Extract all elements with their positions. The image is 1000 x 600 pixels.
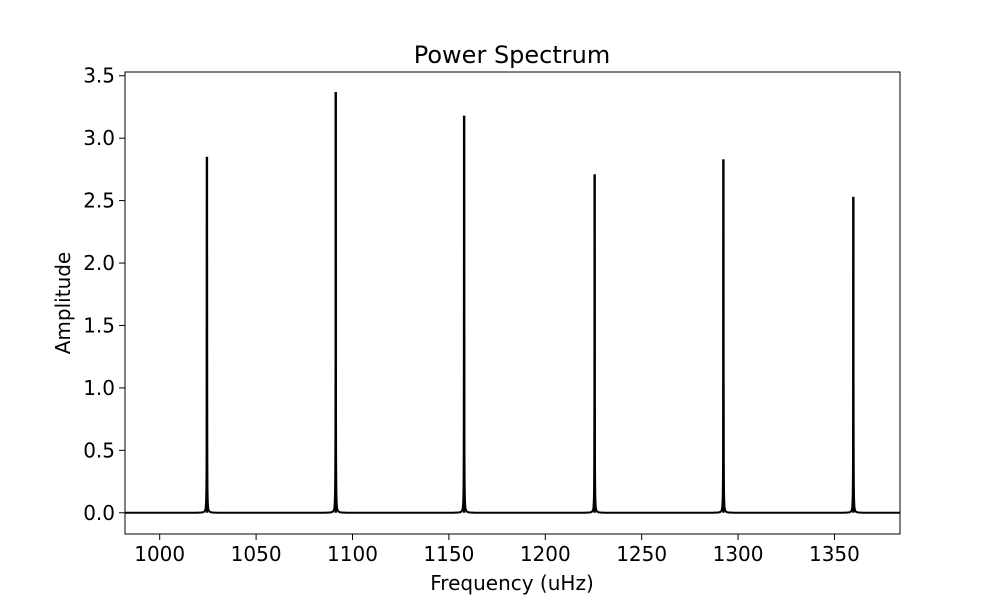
x-tick-label: 1050	[231, 542, 282, 566]
y-tick-label: 0.5	[83, 438, 115, 462]
y-tick-label: 2.5	[83, 189, 115, 213]
spectrum-line	[125, 91, 900, 514]
x-tick-label: 1100	[327, 542, 378, 566]
x-tick-label: 1350	[809, 542, 860, 566]
y-tick-label: 1.0	[83, 376, 115, 400]
x-tick-label: 1150	[423, 542, 474, 566]
x-axis-label: Frequency (uHz)	[430, 571, 594, 595]
plot-frame	[124, 71, 901, 535]
y-tick-label: 1.5	[83, 313, 115, 337]
plot-area: 1000 1050 1100 1150 1200 1250 1300 1350 0.0 0.5 1…	[83, 64, 901, 566]
y-axis-ticks: 0.0 0.5 1.0 1.5 2.0 2.5 3.0 3.5	[83, 64, 125, 525]
chart-title: Power Spectrum	[414, 41, 611, 69]
x-tick-label: 1000	[134, 542, 185, 566]
spectrum-series	[125, 91, 900, 514]
x-tick-label: 1200	[520, 542, 571, 566]
x-tick-label: 1300	[713, 542, 764, 566]
x-tick-label: 1250	[616, 542, 667, 566]
y-tick-label: 3.0	[83, 126, 115, 150]
y-tick-label: 2.0	[83, 251, 115, 275]
y-tick-label: 3.5	[83, 64, 115, 88]
y-axis-label: Amplitude	[51, 252, 75, 355]
y-tick-label: 0.0	[83, 501, 115, 525]
x-axis-ticks: 1000 1050 1100 1150 1200 1250 1300 1350	[134, 534, 860, 566]
